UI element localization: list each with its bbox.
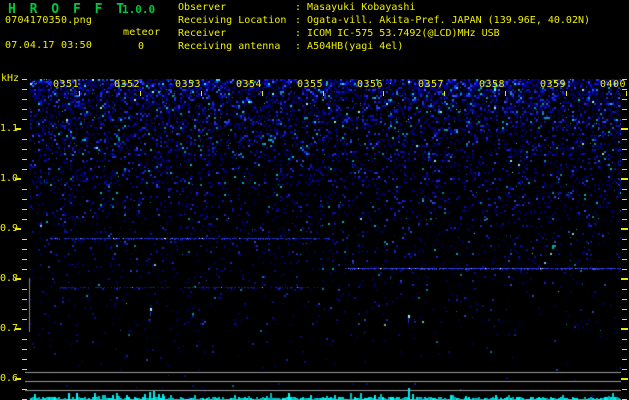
info-separator: : xyxy=(295,15,308,26)
freq-minor-tick-right xyxy=(622,289,627,290)
info-label: Receiving Location xyxy=(178,15,287,26)
station-info-block: Observer: Masayuki Kobayashi Receiving Lo… xyxy=(0,0,629,60)
freq-minor-tick-right xyxy=(622,119,627,120)
freq-minor-tick-right xyxy=(622,169,627,170)
freq-major-tick-left xyxy=(15,328,21,330)
app-version: 1.0.0 xyxy=(122,3,156,16)
freq-minor-tick-right xyxy=(622,79,627,80)
freq-minor-tick-right xyxy=(622,339,627,340)
freq-minor-tick-right xyxy=(622,99,627,100)
freq-tick-label: 1.1 xyxy=(0,123,19,134)
station-info-row: Receiving antenna: A504HB(yagi 4el) xyxy=(178,42,403,52)
station-info-row: Receiving Location: Ogata-vill. Akita-Pr… xyxy=(178,16,590,26)
freq-minor-tick-right xyxy=(622,89,627,90)
freq-minor-tick-right xyxy=(622,349,627,350)
freq-major-tick-left xyxy=(15,228,21,230)
freq-major-tick-right xyxy=(621,378,628,380)
freq-minor-tick-right xyxy=(622,149,627,150)
station-info-row: Receiver: ICOM IC-575 53.7492(@LCD)MHz U… xyxy=(178,29,500,39)
freq-tick-label: 0.6 xyxy=(0,373,19,384)
freq-minor-tick-right xyxy=(622,159,627,160)
freq-tick-label: 1.0 xyxy=(0,173,19,184)
freq-minor-tick-right xyxy=(622,139,627,140)
freq-major-tick-left xyxy=(15,378,21,380)
freq-major-tick-right xyxy=(621,278,628,280)
freq-major-tick-left xyxy=(15,178,21,180)
freq-tick-label: 0.9 xyxy=(0,223,19,234)
info-label: Receiver xyxy=(178,28,227,39)
mode-label: meteor xyxy=(123,27,161,38)
freq-minor-tick-right xyxy=(622,199,627,200)
freq-major-tick-left xyxy=(15,278,21,280)
freq-major-tick-right xyxy=(621,128,628,130)
info-separator: : xyxy=(295,41,308,52)
freq-minor-tick-right xyxy=(622,209,627,210)
freq-major-tick-right xyxy=(621,178,628,180)
freq-minor-tick-right xyxy=(622,359,627,360)
info-separator: : xyxy=(295,28,308,39)
freq-minor-tick-right xyxy=(622,259,627,260)
freq-major-tick-right xyxy=(621,328,628,330)
freq-minor-tick-right xyxy=(622,239,627,240)
freq-minor-tick-right xyxy=(622,219,627,220)
freq-minor-tick-right xyxy=(622,319,627,320)
freq-minor-tick-right xyxy=(622,269,627,270)
info-value: A504HB(yagi 4el) xyxy=(307,41,404,52)
info-label: Receiving antenna xyxy=(178,41,281,52)
info-value: Ogata-vill. Akita-Pref. JAPAN (139.96E, … xyxy=(307,15,591,26)
freq-minor-tick-right xyxy=(622,109,627,110)
time-tick xyxy=(626,91,627,96)
info-value: ICOM IC-575 53.7492(@LCD)MHz USB xyxy=(307,28,500,39)
freq-minor-tick-right xyxy=(622,299,627,300)
freq-tick-label: 0.8 xyxy=(0,273,19,284)
freq-axis-unit: kHz xyxy=(1,73,20,84)
freq-minor-tick-right xyxy=(622,249,627,250)
observation-datetime: 07.04.17 03:50 xyxy=(5,40,93,51)
info-label: Observer xyxy=(178,2,227,13)
spectrogram-canvas xyxy=(25,79,621,400)
meteor-count: 0 xyxy=(138,41,145,52)
app-title: H R O F F T xyxy=(8,2,128,17)
info-separator: : xyxy=(295,2,308,13)
freq-major-tick-right xyxy=(621,228,628,230)
freq-minor-tick-right xyxy=(622,309,627,310)
freq-major-tick-left xyxy=(15,128,21,130)
freq-minor-tick-right xyxy=(622,189,627,190)
freq-minor-tick-right xyxy=(622,389,627,390)
station-info-row: Observer: Masayuki Kobayashi xyxy=(178,3,415,13)
output-filename: 0704170350.png xyxy=(5,15,93,26)
info-value: Masayuki Kobayashi xyxy=(307,2,416,13)
freq-tick-label: 0.7 xyxy=(0,323,19,334)
freq-minor-tick-right xyxy=(622,369,627,370)
